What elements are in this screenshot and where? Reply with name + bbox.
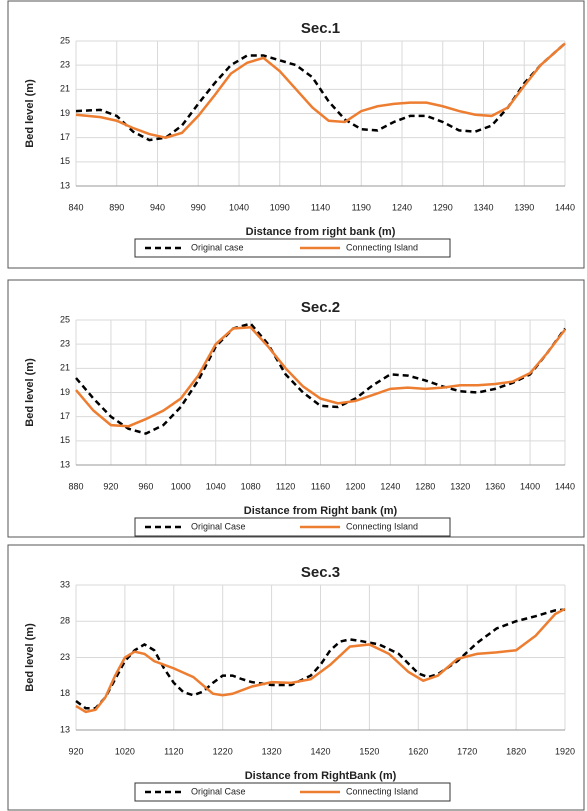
data-line xyxy=(75,42,566,139)
chart-title: Sec.3 xyxy=(301,564,340,581)
x-tick-label: 1020 xyxy=(115,746,135,756)
x-tick-label: 890 xyxy=(109,202,124,212)
data-line xyxy=(75,607,566,714)
x-axis-label: Distance from RightBank (m) xyxy=(245,770,397,782)
y-axis-label: Bed level (m) xyxy=(24,358,36,427)
y-tick-label: 15 xyxy=(60,435,70,445)
y-tick-label: 21 xyxy=(60,363,70,373)
y-tick-label: 19 xyxy=(60,387,70,397)
x-tick-label: 880 xyxy=(68,481,83,491)
x-tick-label: 1080 xyxy=(241,481,261,491)
data-line xyxy=(75,322,567,435)
legend-box xyxy=(134,782,451,802)
y-tick-label: 23 xyxy=(60,652,70,662)
y-tick-label: 13 xyxy=(60,724,70,734)
x-tick-label: 1040 xyxy=(229,202,249,212)
x-tick-label: 1090 xyxy=(270,202,290,212)
x-tick-label: 990 xyxy=(191,202,206,212)
x-tick-label: 1280 xyxy=(415,481,435,491)
x-tick-label: 1440 xyxy=(555,202,575,212)
y-tick-label: 19 xyxy=(60,108,70,118)
x-tick-label: 960 xyxy=(138,481,153,491)
panel-frame xyxy=(7,544,585,811)
x-tick-label: 920 xyxy=(68,746,83,756)
x-tick-label: 1420 xyxy=(310,746,330,756)
x-tick-label: 1240 xyxy=(392,202,412,212)
y-tick-label: 28 xyxy=(60,616,70,626)
y-tick-label: 25 xyxy=(60,314,70,324)
legend-label: Original Case xyxy=(191,521,246,531)
x-tick-label: 1200 xyxy=(345,481,365,491)
x-tick-label: 1920 xyxy=(555,746,575,756)
x-tick-label: 920 xyxy=(103,481,118,491)
panel-frame xyxy=(7,279,585,538)
y-tick-label: 33 xyxy=(60,579,70,589)
x-tick-label: 1440 xyxy=(555,481,575,491)
y-tick-label: 13 xyxy=(60,459,70,469)
y-tick-label: 13 xyxy=(60,180,70,190)
x-tick-label: 1340 xyxy=(473,202,493,212)
y-tick-label: 21 xyxy=(60,84,70,94)
y-tick-label: 15 xyxy=(60,156,70,166)
chart-title: Sec.1 xyxy=(301,20,340,37)
legend-box xyxy=(134,517,451,537)
y-tick-label: 17 xyxy=(60,132,70,142)
panel-frame xyxy=(7,0,585,269)
x-tick-label: 1240 xyxy=(380,481,400,491)
y-axis-label: Bed level (m) xyxy=(24,79,36,148)
x-tick-label: 1320 xyxy=(450,481,470,491)
x-tick-label: 1120 xyxy=(164,746,183,756)
x-tick-label: 1140 xyxy=(311,202,330,212)
y-tick-label: 25 xyxy=(60,35,70,45)
y-axis-label: Bed level (m) xyxy=(24,623,36,692)
x-tick-label: 1000 xyxy=(171,481,191,491)
x-tick-label: 1040 xyxy=(206,481,226,491)
legend-label: Connecting Island xyxy=(346,521,418,531)
x-tick-label: 1720 xyxy=(457,746,477,756)
legend-label: Connecting Island xyxy=(346,786,418,796)
data-line xyxy=(75,325,566,428)
legend-box xyxy=(134,238,451,258)
x-tick-label: 1190 xyxy=(352,202,371,212)
x-tick-label: 1400 xyxy=(520,481,540,491)
x-tick-label: 1120 xyxy=(276,481,295,491)
legend-label: Original case xyxy=(191,242,244,252)
chart-title: Sec.2 xyxy=(301,299,340,316)
x-tick-label: 940 xyxy=(150,202,165,212)
data-line xyxy=(75,42,566,142)
x-tick-label: 1820 xyxy=(506,746,526,756)
y-tick-label: 17 xyxy=(60,411,70,421)
y-tick-label: 23 xyxy=(60,339,70,349)
x-tick-label: 1320 xyxy=(262,746,282,756)
y-tick-label: 23 xyxy=(60,60,70,70)
x-axis-label: Distance from right bank (m) xyxy=(246,226,396,238)
x-tick-label: 1160 xyxy=(311,481,330,491)
x-tick-label: 1520 xyxy=(359,746,379,756)
x-tick-label: 840 xyxy=(68,202,83,212)
legend-label: Connecting Island xyxy=(346,242,418,252)
x-tick-label: 1360 xyxy=(485,481,505,491)
x-tick-label: 1220 xyxy=(213,746,233,756)
x-tick-label: 1390 xyxy=(514,202,534,212)
y-tick-label: 18 xyxy=(60,688,70,698)
x-tick-label: 1620 xyxy=(408,746,428,756)
x-tick-label: 1290 xyxy=(433,202,453,212)
x-axis-label: Distance from Right bank (m) xyxy=(244,505,398,517)
legend-label: Original Case xyxy=(191,786,246,796)
